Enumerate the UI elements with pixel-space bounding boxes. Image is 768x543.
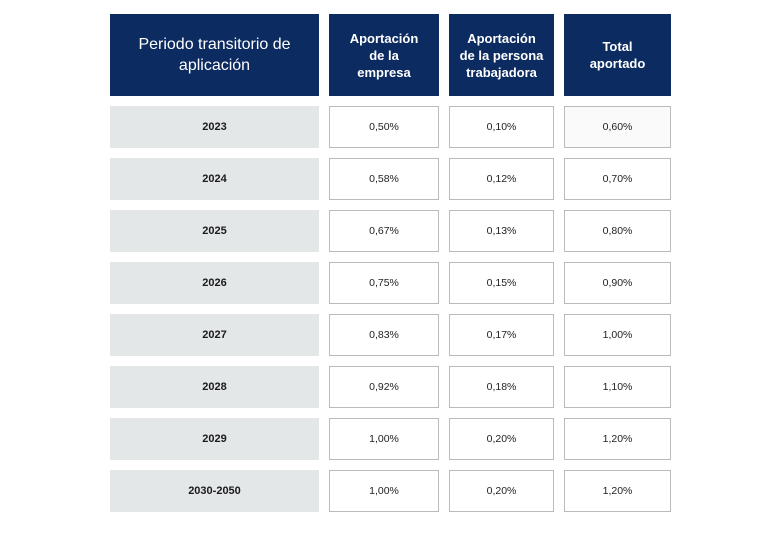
worker-value-cell: 0,15%	[449, 262, 554, 304]
total-value-cell: 0,80%	[564, 210, 671, 252]
total-value-cell: 1,00%	[564, 314, 671, 356]
worker-value-cell: 0,17%	[449, 314, 554, 356]
company-value-cell: 1,00%	[329, 470, 439, 512]
period-cell: 2029	[110, 418, 319, 460]
worker-value-cell: 0,10%	[449, 106, 554, 148]
period-cell: 2025	[110, 210, 319, 252]
period-cell: 2027	[110, 314, 319, 356]
period-cell: 2028	[110, 366, 319, 408]
header-worker-contribution: Aportación de la persona trabajadora	[449, 14, 554, 96]
total-value-cell: 0,70%	[564, 158, 671, 200]
total-value-cell: 1,20%	[564, 418, 671, 460]
total-value-cell: 0,60%	[564, 106, 671, 148]
company-value-cell: 0,75%	[329, 262, 439, 304]
period-cell: 2023	[110, 106, 319, 148]
worker-value-cell: 0,12%	[449, 158, 554, 200]
company-value-cell: 0,92%	[329, 366, 439, 408]
company-value-cell: 0,50%	[329, 106, 439, 148]
company-value-cell: 1,00%	[329, 418, 439, 460]
header-period: Periodo transitorio de aplicación	[110, 14, 319, 96]
period-cell: 2026	[110, 262, 319, 304]
total-value-cell: 1,10%	[564, 366, 671, 408]
company-value-cell: 0,83%	[329, 314, 439, 356]
header-company-contribution: Aportación de la empresa	[329, 14, 439, 96]
company-value-cell: 0,58%	[329, 158, 439, 200]
period-cell: 2024	[110, 158, 319, 200]
total-value-cell: 0,90%	[564, 262, 671, 304]
worker-value-cell: 0,13%	[449, 210, 554, 252]
company-value-cell: 0,67%	[329, 210, 439, 252]
worker-value-cell: 0,20%	[449, 470, 554, 512]
period-cell: 2030-2050	[110, 470, 319, 512]
worker-value-cell: 0,18%	[449, 366, 554, 408]
header-total-contribution: Total aportado	[564, 14, 671, 96]
total-value-cell: 1,20%	[564, 470, 671, 512]
worker-value-cell: 0,20%	[449, 418, 554, 460]
